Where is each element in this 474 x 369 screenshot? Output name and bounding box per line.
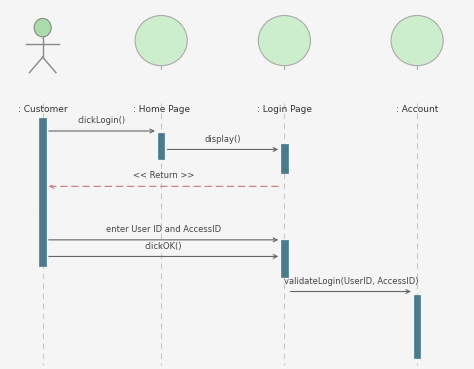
Bar (281, 144, 288, 173)
Bar (158, 133, 164, 159)
Bar (414, 295, 420, 358)
Ellipse shape (391, 15, 443, 66)
Text: enter User ID and AccessID: enter User ID and AccessID (106, 225, 221, 234)
Text: display(): display() (204, 135, 241, 144)
Bar (39, 118, 46, 210)
Bar (39, 210, 46, 266)
Ellipse shape (34, 18, 51, 37)
Text: : Account: : Account (396, 105, 438, 114)
Text: << Return >>: << Return >> (133, 172, 194, 180)
Text: : Home Page: : Home Page (133, 105, 190, 114)
Ellipse shape (258, 15, 310, 66)
Text: : Customer: : Customer (18, 105, 67, 114)
Text: clickOK(): clickOK() (145, 242, 182, 251)
Bar (281, 240, 288, 277)
Text: clickLogin(): clickLogin() (78, 116, 126, 125)
Ellipse shape (135, 15, 187, 66)
Text: validateLogin(UserID, AccessID): validateLogin(UserID, AccessID) (283, 277, 418, 286)
Text: : Login Page: : Login Page (257, 105, 312, 114)
